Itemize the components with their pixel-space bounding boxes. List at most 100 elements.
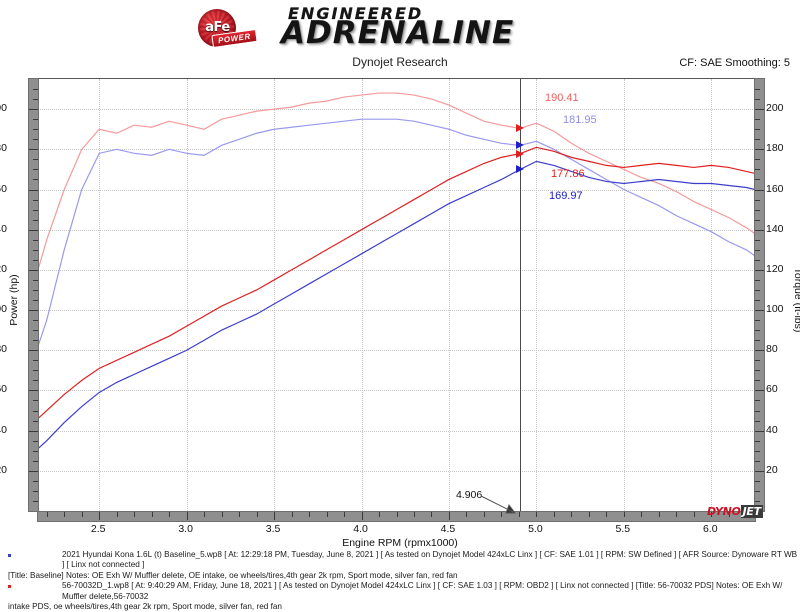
gridline-horizontal xyxy=(38,149,755,151)
curve-torque-56-70032-pds xyxy=(38,92,755,271)
x-axis-tick xyxy=(501,512,503,517)
x-axis-tick xyxy=(116,512,118,517)
cursor-line[interactable] xyxy=(519,79,521,511)
y-axis-tick-left xyxy=(33,249,38,251)
x-axis-tick xyxy=(379,512,380,517)
x-axis-tick xyxy=(536,512,538,517)
x-tick-label: 4.0 xyxy=(353,523,368,535)
y-axis-tick-right xyxy=(755,239,760,241)
dyno-chart-plot-area xyxy=(37,78,756,512)
y-axis-tick-right xyxy=(755,129,760,131)
afe-power-logo: aFe POWER xyxy=(196,7,288,49)
y-axis-tick-right xyxy=(755,370,760,372)
x-tick-label: 2.5 xyxy=(90,523,106,535)
x-axis-tick xyxy=(518,512,520,517)
gridline-vertical xyxy=(186,79,188,511)
y-axis-tick-right xyxy=(755,500,760,502)
cursor-rpm-label: 4.906 xyxy=(455,489,483,501)
y-tick-label-left: 140 xyxy=(0,222,7,235)
y-axis-tick-right xyxy=(755,259,760,261)
x-axis-tick xyxy=(186,512,188,520)
y-tick-label-right: 140 xyxy=(766,222,784,235)
x-axis-tick xyxy=(291,512,293,517)
gridline-horizontal xyxy=(38,189,755,191)
x-axis-tick xyxy=(396,512,398,517)
y-tick-label-left: 200 xyxy=(0,102,7,115)
y-axis-tick-left xyxy=(33,500,38,502)
y-axis-tick-right xyxy=(755,390,764,392)
x-axis-tick xyxy=(448,512,450,520)
gridline-horizontal xyxy=(38,310,755,312)
y-axis-tick-left xyxy=(33,420,38,422)
x-axis-tick xyxy=(693,512,695,517)
y-axis-tick-right xyxy=(755,450,760,452)
dynojet-watermark-jet: JET xyxy=(740,505,763,518)
x-axis-tick xyxy=(221,512,223,517)
chart-curves xyxy=(38,92,755,450)
callout-power-modified: 177.86 xyxy=(550,168,585,180)
y-axis-title-left: Power (hp) xyxy=(8,274,20,326)
y-axis-tick-left xyxy=(33,179,38,181)
x-axis-tick xyxy=(553,512,555,517)
x-axis-tick xyxy=(326,512,328,517)
x-axis-tick xyxy=(676,512,678,517)
gridline-vertical xyxy=(99,79,101,511)
gridline-vertical xyxy=(623,79,625,511)
x-axis-tick xyxy=(606,512,608,517)
x-axis-tick xyxy=(641,512,643,517)
y-axis-tick-left xyxy=(29,470,38,472)
y-axis-tick-right xyxy=(755,340,760,342)
y-axis-tick-right xyxy=(755,269,764,271)
y-axis-tick-left xyxy=(33,159,38,161)
y-axis-tick-right xyxy=(755,209,760,211)
gridline-horizontal xyxy=(38,229,755,231)
x-axis-tick xyxy=(413,512,415,517)
tagline-adrenaline: ADRENALINE xyxy=(281,15,515,51)
y-axis-tick-left xyxy=(33,259,38,261)
y-axis-tick-right xyxy=(755,310,764,312)
x-axis-tick xyxy=(623,512,625,517)
peak-marker-arrow xyxy=(515,149,524,158)
y-axis-tick-left xyxy=(33,119,38,121)
run-legend: 2021 Hyundai Kona 1.6L (t) Baseline_5.wp… xyxy=(0,550,800,612)
x-axis-tick xyxy=(728,512,730,517)
y-axis-tick-left xyxy=(33,380,38,382)
y-axis-tick-right xyxy=(755,149,764,151)
curve-power-baseline xyxy=(38,160,755,450)
gridline-vertical xyxy=(448,79,450,511)
x-axis-tick xyxy=(169,512,171,517)
y-axis-tick-right xyxy=(755,330,760,332)
x-axis-tick xyxy=(134,512,136,517)
y-axis-tick-left xyxy=(29,350,38,352)
y-tick-label-right: 100 xyxy=(766,303,784,316)
dynojet-watermark-dyno: DYNO xyxy=(707,505,741,518)
y-axis-tick-left xyxy=(29,189,38,191)
y-axis-tick-right xyxy=(755,360,760,362)
y-axis-tick-left xyxy=(33,410,38,412)
y-axis-tick-left xyxy=(29,310,38,312)
y-axis-tick-right xyxy=(755,99,760,101)
y-axis-tick-right xyxy=(755,410,760,412)
legend-line-2: [Title: Baseline] Notes: OE Exh W/ Muffl… xyxy=(8,570,458,580)
y-tick-label-left: 180 xyxy=(0,142,7,155)
y-axis-tick-right xyxy=(755,470,764,472)
y-axis-tick-right xyxy=(755,289,760,291)
y-axis-tick-left xyxy=(33,360,38,362)
x-axis-tick xyxy=(274,512,276,520)
legend-line-2: intake PDS, oe wheels/tires,4th gear 2k … xyxy=(8,602,282,612)
y-axis-tick-right xyxy=(755,279,760,281)
y-axis-tick-right xyxy=(755,189,764,191)
chart-subtitle: Dynojet Research xyxy=(352,55,448,69)
y-axis-tick-right xyxy=(755,440,760,442)
y-axis-tick-right xyxy=(755,400,760,402)
callout-power-baseline: 169.97 xyxy=(548,190,583,202)
y-axis-tick-left xyxy=(33,330,38,332)
y-axis-tick-left xyxy=(33,129,38,131)
x-axis-tick xyxy=(571,512,573,517)
y-axis-tick-left xyxy=(33,300,38,302)
y-axis-tick-left xyxy=(33,219,38,221)
y-tick-label-right: 200 xyxy=(766,102,784,115)
x-axis-tick xyxy=(46,512,48,517)
y-axis-tick-right xyxy=(755,249,760,251)
x-axis-tick xyxy=(344,512,346,517)
